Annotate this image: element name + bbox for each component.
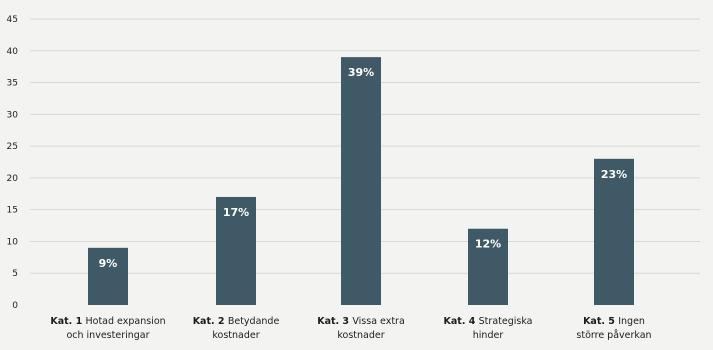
category-label-line2: kostnader	[337, 330, 384, 341]
bar-value-label: 39%	[348, 66, 374, 79]
y-tick-label: 10	[7, 237, 19, 247]
bar	[468, 228, 508, 305]
y-tick-label: 5	[12, 269, 18, 279]
category-label: Kat. 5 Ingen	[583, 316, 645, 327]
x-axis-category-labels: Kat. 1 Hotad expansion och investeringar K…	[50, 316, 651, 341]
bar	[341, 57, 381, 306]
y-tick-label: 20	[7, 174, 19, 184]
category-label: Kat. 2 Betydande	[193, 316, 280, 327]
y-tick-label: 25	[7, 142, 18, 152]
bar-value-labels: 9% 17% 39% 12% 23%	[99, 66, 628, 270]
y-tick-label: 30	[7, 110, 19, 120]
category-label-line2: större påverkan	[576, 330, 651, 341]
category-label: Kat. 3 Vissa extra	[317, 316, 405, 327]
bar	[216, 196, 256, 305]
y-tick-label: 40	[7, 47, 19, 57]
category-label: Kat. 4 Strategiska	[444, 316, 533, 327]
bar-value-label: 17%	[223, 206, 249, 219]
y-tick-label: 0	[12, 301, 18, 311]
category-label-line2: och investeringar	[66, 330, 149, 341]
category-label-line2: hinder	[473, 330, 504, 341]
bars	[88, 57, 634, 306]
y-tick-label: 45	[7, 15, 18, 25]
bar	[594, 158, 634, 305]
category-label-line2: kostnader	[212, 330, 259, 341]
y-tick-label: 15	[7, 206, 18, 216]
bar-value-label: 9%	[99, 257, 118, 270]
y-tick-label: 35	[7, 79, 18, 89]
y-axis-ticks: 0 5 10 15 20 25 30 35 40 45	[7, 15, 19, 311]
category-label: Kat. 1 Hotad expansion	[50, 316, 165, 327]
bar-value-label: 23%	[601, 168, 627, 181]
bar-value-label: 12%	[475, 238, 501, 251]
bar	[88, 247, 128, 305]
